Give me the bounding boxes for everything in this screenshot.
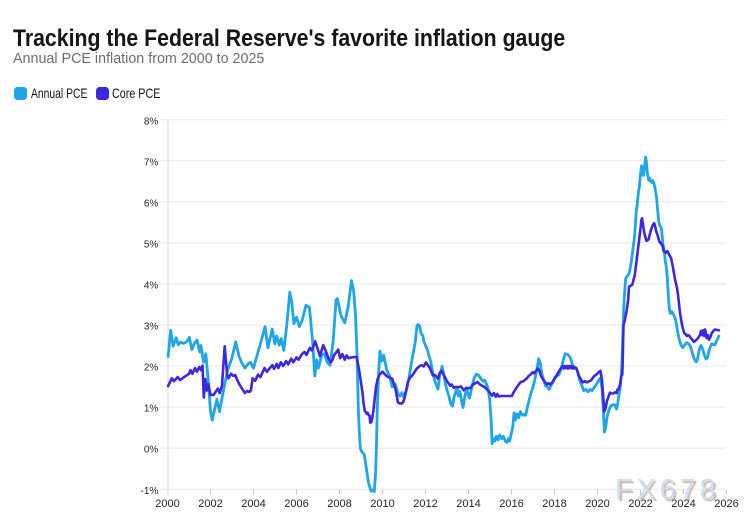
svg-text:5%: 5% <box>144 240 159 251</box>
svg-text:2008: 2008 <box>327 498 351 510</box>
svg-text:2020: 2020 <box>585 498 609 510</box>
svg-text:2004: 2004 <box>241 498 265 510</box>
svg-text:2016: 2016 <box>499 498 523 510</box>
svg-text:6%: 6% <box>144 198 159 209</box>
svg-text:8%: 8% <box>144 116 159 127</box>
svg-text:2026: 2026 <box>714 498 738 510</box>
svg-text:2022: 2022 <box>628 498 652 510</box>
svg-text:7%: 7% <box>144 157 159 168</box>
svg-text:1%: 1% <box>144 404 159 415</box>
svg-text:4%: 4% <box>144 281 159 292</box>
svg-text:2002: 2002 <box>198 498 222 510</box>
svg-text:2006: 2006 <box>284 498 308 510</box>
svg-text:3%: 3% <box>144 322 159 333</box>
svg-text:2%: 2% <box>144 363 159 374</box>
svg-text:2012: 2012 <box>413 498 437 510</box>
svg-text:0%: 0% <box>144 445 159 456</box>
svg-text:2024: 2024 <box>671 498 695 510</box>
svg-text:2010: 2010 <box>370 498 394 510</box>
svg-text:2018: 2018 <box>542 498 566 510</box>
svg-text:-1%: -1% <box>141 486 159 497</box>
svg-text:2014: 2014 <box>456 498 480 510</box>
svg-text:2000: 2000 <box>155 498 179 510</box>
